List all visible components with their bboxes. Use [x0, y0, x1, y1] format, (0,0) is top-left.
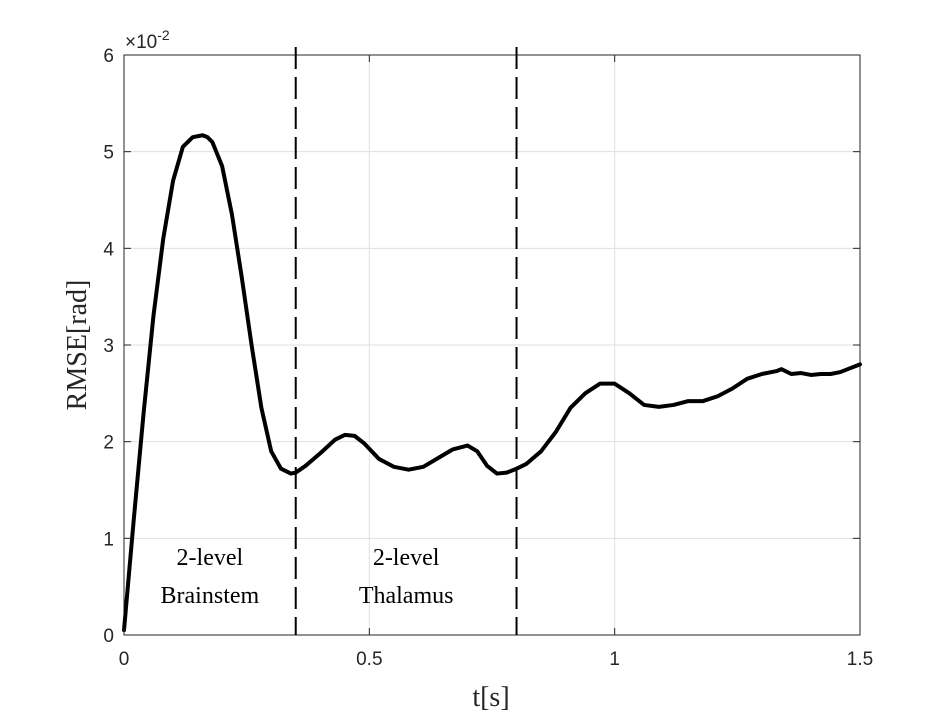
annotation-line: 2-level	[373, 545, 440, 571]
y-tick-label: 4	[103, 239, 114, 260]
annotations: 2-level Brainstem 2-level Thalamus	[161, 545, 454, 609]
y-axis-multiplier: ×10-2	[125, 27, 170, 53]
region-annotation: 2-level Brainstem	[161, 545, 260, 609]
y-tick-label: 1	[103, 529, 114, 550]
y-tick-label: 3	[103, 336, 114, 357]
x-axis-title: t[s]	[472, 682, 509, 713]
region-annotation: 2-level Thalamus	[359, 545, 454, 609]
annotation-line: 2-level	[177, 545, 244, 571]
y-tick-label: 6	[103, 46, 114, 67]
y-ticks: 0 1 2 3 4 5 6	[103, 46, 860, 647]
grid	[124, 55, 860, 635]
y-tick-label: 5	[103, 143, 114, 164]
y-tick-label: 2	[103, 433, 114, 454]
annotation-line: Brainstem	[161, 583, 260, 609]
rmse-series-line	[122, 133, 862, 633]
x-ticks: 0 0.5 1 1.5	[119, 55, 873, 670]
region-dividers	[294, 47, 518, 635]
annotation-line: Thalamus	[359, 583, 454, 609]
y-tick-label: 0	[103, 626, 114, 647]
x-tick-label: 1	[609, 649, 620, 670]
x-tick-label: 0.5	[356, 649, 382, 670]
y-axis-title: RMSE[rad]	[62, 280, 93, 411]
x-tick-label: 0	[119, 649, 130, 670]
series-group	[122, 133, 862, 633]
x-tick-label: 1.5	[847, 649, 873, 670]
